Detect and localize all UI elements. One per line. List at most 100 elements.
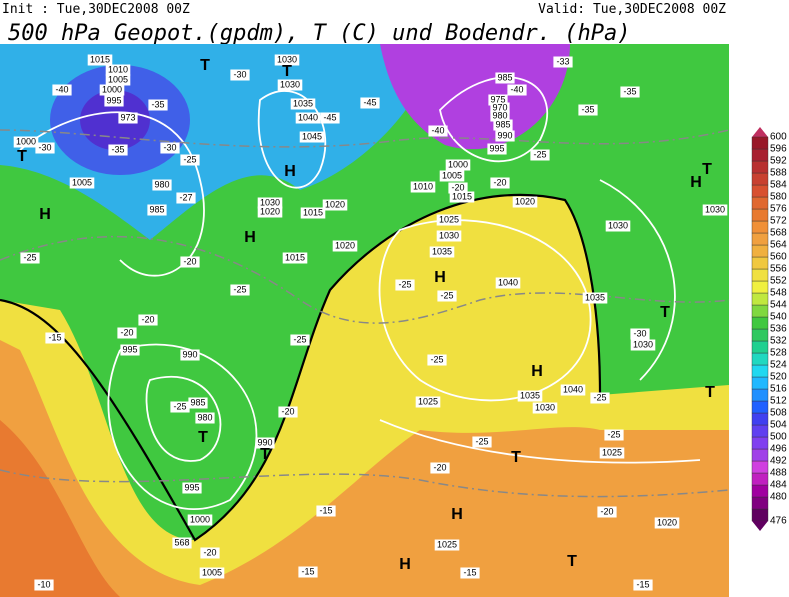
label-box xyxy=(436,214,462,226)
contour-label: -40 xyxy=(55,84,68,94)
contour-label: -20 xyxy=(493,177,506,187)
pressure-center: T xyxy=(260,446,270,463)
color-bar-box xyxy=(751,280,769,294)
contour-label: -25 xyxy=(475,436,488,446)
contour-label: 990 xyxy=(182,349,197,359)
color-bar-label: 576 xyxy=(770,204,787,215)
pressure-center: T xyxy=(282,63,292,80)
label-box xyxy=(104,95,124,107)
label-box xyxy=(200,547,220,559)
label-box xyxy=(654,517,680,529)
contour-label: 1025 xyxy=(439,214,459,224)
color-bar-box xyxy=(751,400,769,414)
pressure-center: T xyxy=(567,553,577,570)
contour-label: 990 xyxy=(257,437,272,447)
pressure-center: T xyxy=(705,384,715,401)
color-bar-box xyxy=(751,508,769,522)
contour-label: 1010 xyxy=(108,64,128,74)
label-box xyxy=(176,192,196,204)
label-box xyxy=(160,142,180,154)
label-box xyxy=(13,136,39,148)
label-box xyxy=(282,252,308,264)
contour-label: -15 xyxy=(301,566,314,576)
contour-label: 1040 xyxy=(498,277,518,287)
label-box xyxy=(620,86,640,98)
init-label: Init : Tue,30DEC2008 00Z xyxy=(2,2,190,17)
isobar xyxy=(257,90,327,189)
contour-label: 1015 xyxy=(90,54,110,64)
label-box xyxy=(449,191,475,203)
color-bar-box xyxy=(751,328,769,342)
label-box xyxy=(45,332,65,344)
contour-label: -15 xyxy=(319,505,332,515)
contour-label: 1030 xyxy=(277,54,297,64)
contour-label: -20 xyxy=(141,314,154,324)
map-title: 500 hPa Geopot.(gpdm), T (C) und Bodendr… xyxy=(8,21,631,46)
color-bar-label: 564 xyxy=(770,240,787,251)
color-bar-label: 480 xyxy=(770,492,787,503)
contour-label: 1030 xyxy=(535,402,555,412)
contour-label: -35 xyxy=(151,99,164,109)
label-box xyxy=(429,246,455,258)
contour-label: -40 xyxy=(431,125,444,135)
contour-label: 1030 xyxy=(705,204,725,214)
color-bar-label: 524 xyxy=(770,360,787,371)
contour-label: 568 xyxy=(174,537,189,547)
pressure-center: H xyxy=(531,363,543,380)
contour-label: 1035 xyxy=(293,98,313,108)
color-bar-box xyxy=(751,172,769,186)
label-box xyxy=(316,505,336,517)
label-box xyxy=(230,69,250,81)
contour-552 xyxy=(0,193,602,542)
color-bar-label: 492 xyxy=(770,456,787,467)
contour-label: 1040 xyxy=(298,112,318,122)
color-bar-box xyxy=(751,160,769,174)
pressure-center: H xyxy=(690,174,702,191)
label-box xyxy=(257,206,283,218)
label-box xyxy=(495,130,515,142)
contour-label: 990 xyxy=(497,130,512,140)
label-box xyxy=(490,177,510,189)
isobar xyxy=(378,219,592,402)
color-bar-label: 544 xyxy=(770,300,787,311)
label-box xyxy=(360,97,380,109)
label-box xyxy=(493,119,513,131)
map-area xyxy=(0,44,730,597)
color-bar-label: 488 xyxy=(770,468,787,479)
label-box xyxy=(69,177,95,189)
isobar xyxy=(107,343,258,510)
label-box xyxy=(439,170,465,182)
label-box xyxy=(490,110,510,122)
pressure-center: T xyxy=(702,161,712,178)
label-box xyxy=(332,240,358,252)
label-box xyxy=(490,102,510,114)
color-bar-box xyxy=(751,136,769,150)
contour-label: -15 xyxy=(463,567,476,577)
pressure-center: H xyxy=(434,269,446,286)
label-box xyxy=(274,54,300,66)
contour-label: 985 xyxy=(497,72,512,82)
label-box xyxy=(105,74,131,86)
color-bar-box xyxy=(751,436,769,450)
label-box xyxy=(188,397,208,409)
color-bar-label: 508 xyxy=(770,408,787,419)
contour-label: -30 xyxy=(633,328,646,338)
contour-label: -10 xyxy=(37,579,50,589)
contour-label: -33 xyxy=(556,56,569,66)
pressure-center: T xyxy=(511,449,521,466)
isotherm xyxy=(0,469,730,498)
color-bar-box xyxy=(751,196,769,210)
color-bar-box xyxy=(751,472,769,486)
contour-label: -25 xyxy=(398,279,411,289)
color-bar-label: 592 xyxy=(770,156,787,167)
color-bar-label: 548 xyxy=(770,288,787,299)
label-box xyxy=(290,98,316,110)
color-bar-box xyxy=(751,448,769,462)
label-box xyxy=(152,179,172,191)
pressure-center: H xyxy=(451,506,463,523)
color-bar: 4764804844884924965005045085125165205245… xyxy=(751,127,787,531)
color-bar-box xyxy=(751,424,769,438)
color-bar-label: 568 xyxy=(770,228,787,239)
